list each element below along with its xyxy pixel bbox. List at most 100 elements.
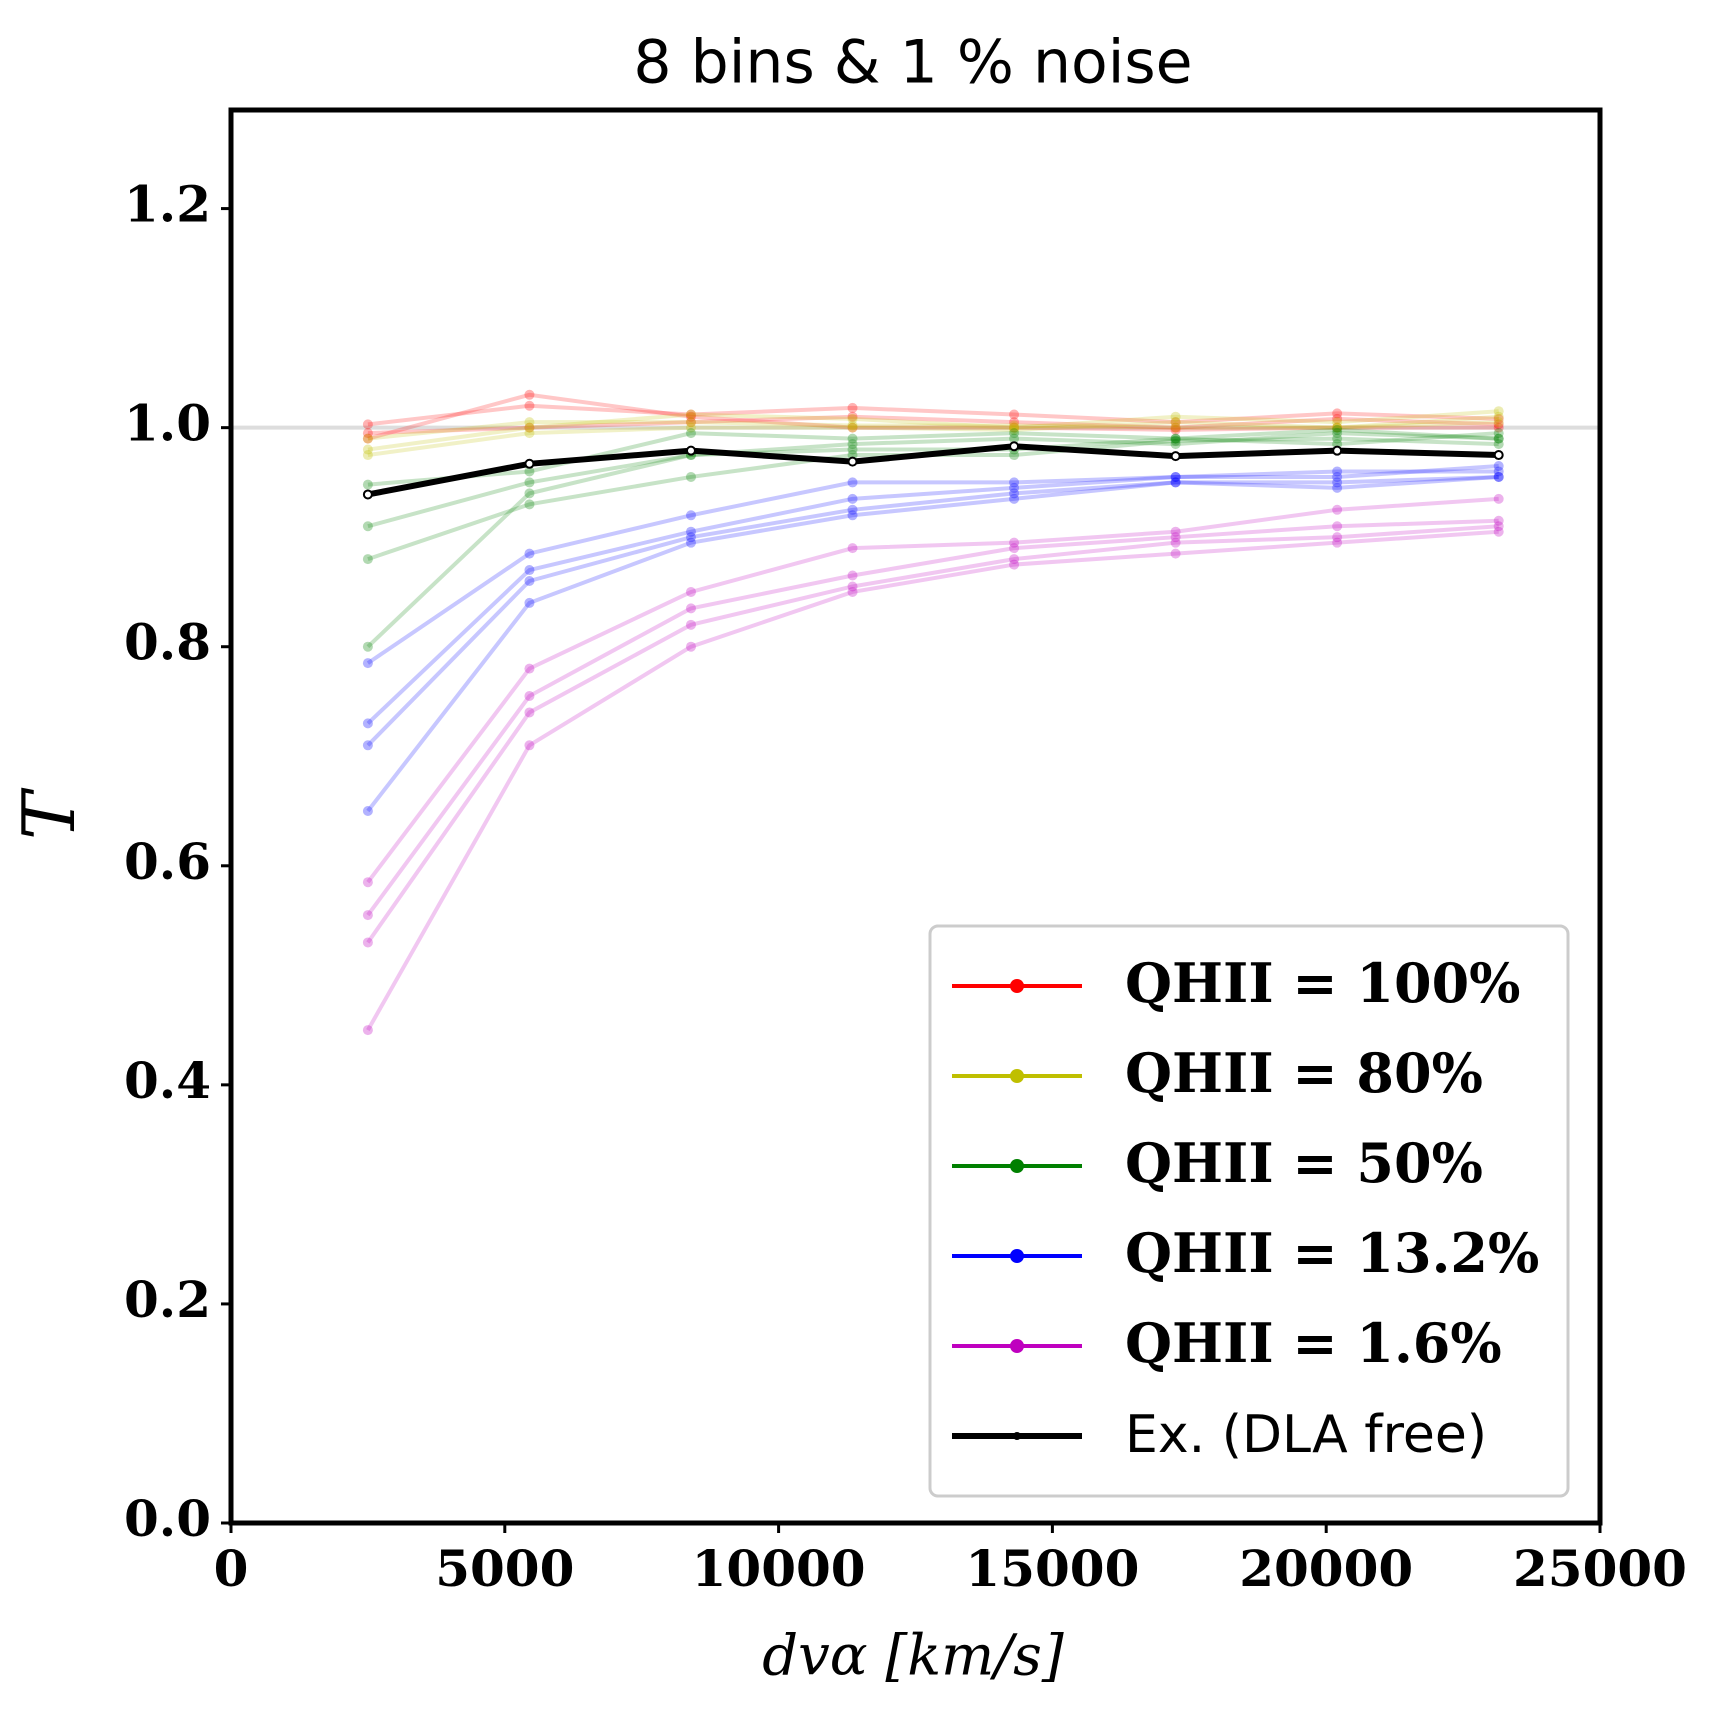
x-tick-label: 15000 xyxy=(965,1539,1139,1598)
run-line-point xyxy=(1170,435,1181,446)
run-line-point xyxy=(524,548,535,559)
run-line-point xyxy=(1170,433,1181,444)
legend-swatch-dot xyxy=(1010,1159,1024,1173)
run-line-point xyxy=(847,413,858,424)
run-line-point xyxy=(524,389,535,400)
run-line-point xyxy=(524,422,535,433)
run-line-point xyxy=(847,422,858,433)
run-line xyxy=(366,463,1499,725)
legend-label: QHII = 50% xyxy=(1125,1131,1483,1195)
run-line-point xyxy=(685,422,696,433)
run-line-point xyxy=(1009,450,1020,461)
run-line-point xyxy=(685,619,696,630)
run-line-point xyxy=(1332,422,1343,433)
run-line-point xyxy=(685,641,696,652)
run-line-point xyxy=(1170,422,1181,433)
run-line-point xyxy=(362,740,373,751)
run-line-point xyxy=(847,420,858,431)
run-line-point xyxy=(524,488,535,499)
run-line xyxy=(366,496,1499,884)
run-line-point xyxy=(1009,488,1020,499)
run-line-point xyxy=(1170,471,1181,482)
run-line-point xyxy=(524,597,535,608)
run-line-point xyxy=(1170,417,1181,428)
run-line-point xyxy=(1493,433,1504,444)
mean-line-point xyxy=(1009,441,1020,452)
legend-swatch-dot xyxy=(1013,1432,1021,1440)
run-line-point xyxy=(1170,439,1181,450)
mean-line-point xyxy=(524,458,535,469)
run-line-point xyxy=(1493,406,1504,417)
run-line-point xyxy=(362,718,373,729)
run-line xyxy=(367,420,1499,441)
chart-title: 8 bins & 1 % noise xyxy=(633,28,1192,98)
run-line-point xyxy=(524,428,535,439)
run-line-point xyxy=(847,433,858,444)
y-tick-label: 1.0 xyxy=(124,394,211,453)
y-axis-label: T xyxy=(7,787,91,840)
run-line-point xyxy=(685,417,696,428)
run-line-point xyxy=(1493,521,1504,532)
run-line-point xyxy=(362,521,373,532)
run-line-point xyxy=(1332,532,1343,543)
run-line-point xyxy=(362,1025,373,1036)
mean-line-point xyxy=(847,456,858,467)
run-line-point xyxy=(1332,422,1343,433)
run-line-point xyxy=(1009,493,1020,504)
run-line-point xyxy=(1009,424,1020,435)
run-line-point xyxy=(1332,408,1343,419)
run-line-point xyxy=(1170,433,1181,444)
run-line-point xyxy=(524,499,535,510)
run-line xyxy=(366,469,1499,665)
run-line-point xyxy=(1009,477,1020,488)
legend-swatch-dot xyxy=(1010,1069,1024,1083)
y-tick-label: 0.6 xyxy=(124,832,211,891)
run-line-point xyxy=(685,510,696,521)
run-line-point xyxy=(1493,471,1504,482)
run-line-point xyxy=(1332,413,1343,424)
legend-box xyxy=(928,924,1570,1498)
run-line-point xyxy=(1332,521,1343,532)
x-tick-label: 20000 xyxy=(1239,1539,1413,1598)
run-line-point xyxy=(524,707,535,718)
mean-line-point xyxy=(1493,450,1504,461)
run-line-point xyxy=(524,400,535,411)
run-line xyxy=(366,474,1499,813)
legend-swatch-dot xyxy=(1010,1249,1024,1263)
run-line-point xyxy=(1009,559,1020,570)
x-tick-label: 0 xyxy=(214,1539,249,1598)
run-line-point xyxy=(847,439,858,450)
run-line-point xyxy=(1332,537,1343,548)
y-tick-label: 0.8 xyxy=(124,613,211,672)
run-line-point xyxy=(685,411,696,422)
run-line-point xyxy=(362,419,373,430)
run-line xyxy=(367,414,1499,436)
run-line-point xyxy=(1009,409,1020,420)
x-tick-label: 25000 xyxy=(1513,1539,1687,1598)
run-line-point xyxy=(1493,411,1504,422)
run-line-point xyxy=(362,554,373,565)
run-line-point xyxy=(685,603,696,614)
run-line-point xyxy=(362,658,373,669)
run-line-point xyxy=(362,806,373,817)
run-line xyxy=(366,474,1499,747)
run-line-point xyxy=(362,433,373,444)
run-line-point xyxy=(847,411,858,422)
run-line xyxy=(366,529,1499,1032)
run-line-point xyxy=(362,444,373,455)
legend-label: Ex. (DLA free) xyxy=(1125,1405,1487,1465)
run-line-point xyxy=(1332,422,1343,433)
run-line-point xyxy=(1009,420,1020,431)
run-line-point xyxy=(1493,433,1504,444)
run-line-point xyxy=(1493,526,1504,537)
run-line-point xyxy=(685,471,696,482)
run-line-point xyxy=(362,641,373,652)
y-tick-label: 0.2 xyxy=(124,1270,211,1329)
mean-line-point xyxy=(1332,445,1343,456)
y-tick-label: 0.0 xyxy=(124,1489,211,1548)
run-line-point xyxy=(1493,471,1504,482)
run-line-point xyxy=(524,691,535,702)
run-line-point xyxy=(685,409,696,420)
run-line-point xyxy=(847,570,858,581)
run-line-point xyxy=(1009,422,1020,433)
